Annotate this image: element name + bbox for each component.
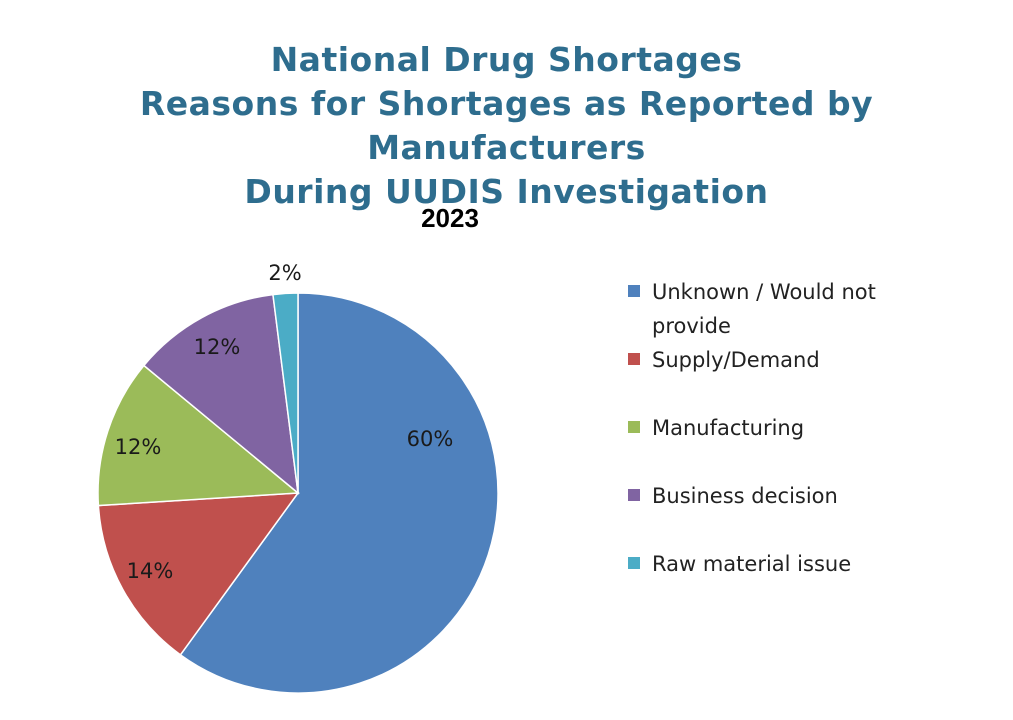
title-line-3: During UUDIS Investigation: [244, 172, 769, 211]
legend-label: Raw material issue: [652, 552, 852, 576]
legend-item-1: Supply/Demand: [628, 343, 998, 377]
pie-slice-3: [142, 293, 299, 495]
legend-label: Unknown / Would not provide: [652, 280, 876, 338]
legend-label: Supply/Demand: [652, 348, 820, 372]
chart-legend: Unknown / Would not provide Supply/Demand…: [628, 275, 998, 581]
pie-slice-4: [272, 292, 299, 494]
legend-swatch: [628, 489, 640, 501]
chart-subtitle: 2023: [421, 203, 479, 233]
legend-item-4: Raw material issue: [628, 547, 998, 581]
legend-item-2: Manufacturing: [628, 411, 998, 445]
legend-swatch: [628, 353, 640, 365]
legend-swatch: [628, 285, 640, 297]
title-line-2: Reasons for Shortages as Reported by Man…: [139, 84, 874, 167]
slice-label-1: 14%: [127, 559, 174, 583]
title-line-1: National Drug Shortages: [270, 40, 743, 79]
legend-item-3: Business decision: [628, 479, 998, 513]
pie-slice-0: [179, 292, 499, 694]
slice-label-4: 2%: [268, 261, 301, 285]
legend-swatch: [628, 421, 640, 433]
legend-label: Business decision: [652, 484, 838, 508]
legend-label: Manufacturing: [652, 416, 805, 440]
slice-label-2: 12%: [115, 435, 162, 459]
legend-item-0: Unknown / Would not provide: [628, 275, 998, 343]
slice-label-3: 12%: [194, 335, 241, 359]
slice-label-0: 60%: [407, 427, 454, 451]
chart-title: National Drug Shortages Reasons for Shor…: [0, 38, 1013, 214]
pie-slice-2: [97, 364, 300, 507]
pie-slice-1: [97, 492, 300, 656]
legend-swatch: [628, 557, 640, 569]
